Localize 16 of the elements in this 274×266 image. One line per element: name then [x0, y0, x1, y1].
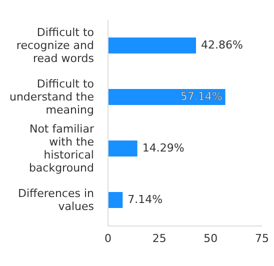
data-label: 42.86%: [201, 38, 243, 52]
bar: [108, 89, 226, 106]
bar: [108, 38, 196, 54]
x-tick-label: 50: [204, 232, 218, 245]
y-tick-label: Differences in values: [18, 186, 94, 213]
bar: [108, 192, 123, 208]
y-tick-label: Difficult to understand the meaning: [9, 77, 94, 116]
x-tick-label: 75: [255, 232, 269, 245]
y-tick-label: Difficult to recognize and read words: [16, 26, 94, 65]
bar: [108, 140, 138, 157]
x-tick-label: 0: [104, 232, 112, 245]
y-tick-label: Not familiar with the historical background: [28, 122, 94, 174]
data-label: 14.29%: [142, 142, 184, 155]
data-label: 57.14%: [180, 90, 222, 104]
data-label: 7.14%: [128, 193, 163, 206]
x-tick-label: 25: [152, 232, 166, 245]
